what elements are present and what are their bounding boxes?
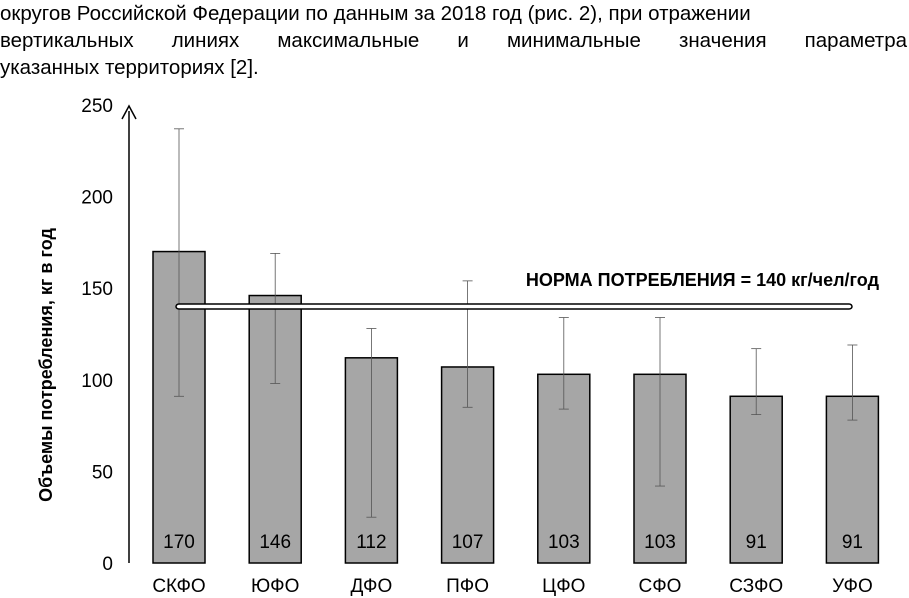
bar <box>248 294 302 564</box>
y-tick-label: 250 <box>81 96 113 117</box>
value-label: 112 <box>356 532 386 553</box>
category-label: ПФО <box>446 576 489 597</box>
bar <box>729 395 783 564</box>
norm-line-group: НОРМА ПОТРЕБЛЕНИЯ = 140 кг/чел/год <box>175 270 880 310</box>
value-label: 91 <box>746 532 767 553</box>
y-tick-label: 100 <box>81 371 113 392</box>
value-labels: 170 146 112 107 103 103 91 91 <box>163 532 863 553</box>
category-label: УФО <box>832 576 873 597</box>
norm-label: НОРМА ПОТРЕБЛЕНИЯ = 140 кг/чел/год <box>526 270 880 290</box>
category-label: СФО <box>639 576 682 597</box>
text-line-1: округов Российской Федерации по данным з… <box>0 2 751 25</box>
category-label: ЦФО <box>542 576 585 597</box>
y-tick-label: 0 <box>102 554 113 575</box>
y-tick-label: 150 <box>81 279 113 300</box>
value-label: 103 <box>644 532 676 553</box>
value-label: 103 <box>548 532 580 553</box>
category-label: СКФО <box>152 576 205 597</box>
text-line-2: вертикальных линиях максимальные и миним… <box>0 29 907 52</box>
category-labels: СКФО ЮФО ДФО ПФО ЦФО СФО СЗФО УФО <box>152 576 872 597</box>
body-text: округов Российской Федерации по данным з… <box>0 0 907 81</box>
y-tick-label: 200 <box>81 188 113 209</box>
category-label: ЮФО <box>251 576 299 597</box>
bar <box>825 395 880 564</box>
value-label: 107 <box>452 532 484 553</box>
y-tick-label: 50 <box>92 462 113 483</box>
norm-line <box>175 303 853 310</box>
bars-layer <box>152 250 880 564</box>
y-axis <box>121 104 137 563</box>
value-label: 91 <box>842 532 863 553</box>
category-label: СЗФО <box>729 576 783 597</box>
error-bars-layer <box>174 128 858 518</box>
y-axis-title: Объемы потребления, кг в год <box>36 228 56 502</box>
y-tick-labels: 0 50 100 150 200 250 <box>81 96 113 575</box>
category-label: ДФО <box>351 576 393 597</box>
y-axis-arrow-icon <box>121 104 137 120</box>
text-line-3: указанных территориях [2]. <box>0 56 259 79</box>
value-label: 146 <box>259 532 291 553</box>
value-label: 170 <box>163 532 195 553</box>
